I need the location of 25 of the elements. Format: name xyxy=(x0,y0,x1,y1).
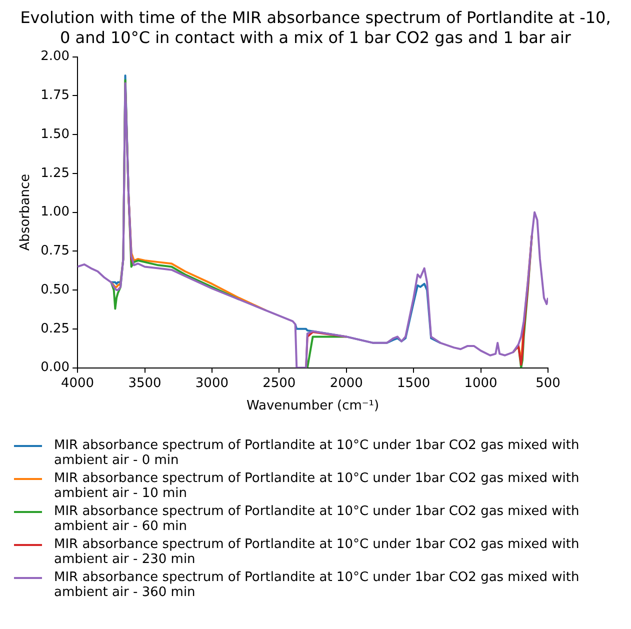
x-axis-title: Wavenumber (cm⁻¹) xyxy=(246,398,380,414)
y-tick-label: 1.50 xyxy=(40,126,70,142)
legend-label: MIR absorbance spectrum of Portlandite at 10°C under 1bar CO2 gas mixed with ambient air - 230 min xyxy=(54,537,580,567)
y-tick-label: 1.00 xyxy=(40,204,70,220)
x-tick-label: 1000 xyxy=(464,376,498,391)
x-tick-label: 2000 xyxy=(330,376,363,391)
y-axis-title: Absorbance xyxy=(18,174,34,251)
x-tick-label: 3000 xyxy=(195,376,229,391)
y-tick-label: 0.50 xyxy=(40,282,70,298)
x-tick-label: 1500 xyxy=(397,376,430,391)
y-tick-label: 0.75 xyxy=(40,244,70,259)
chart-title: Evolution with time of the MIR absorbance spectrum of Portlandite at -10, 0 and 10°C in contact with a mix of 1 bar CO2 gas and 1 bar air xyxy=(19,8,612,48)
x-tick-label: 3500 xyxy=(128,376,162,391)
legend-label: MIR absorbance spectrum of Portlandite at 10°C under 1bar CO2 gas mixed with ambient air - 10 min xyxy=(54,471,580,501)
y-tick-label: 0.00 xyxy=(40,360,70,376)
legend-label: MIR absorbance spectrum of Portlandite at 10°C under 1bar CO2 gas mixed with ambient air - 0 min xyxy=(54,438,580,468)
y-tick-label: 1.25 xyxy=(40,166,70,181)
legend-label: MIR absorbance spectrum of Portlandite at 10°C under 1bar CO2 gas mixed with ambient air - 360 min xyxy=(54,570,580,600)
y-tick-label: 1.75 xyxy=(40,88,70,104)
legend-label: MIR absorbance spectrum of Portlandite at 10°C under 1bar CO2 gas mixed with ambient air - 60 min xyxy=(54,504,580,534)
x-tick-label: 500 xyxy=(536,376,560,391)
x-tick-label: 2500 xyxy=(262,376,296,391)
y-tick-label: 2.00 xyxy=(40,49,70,64)
y-tick-label: 0.25 xyxy=(40,321,70,336)
x-tick-label: 4000 xyxy=(61,376,94,391)
